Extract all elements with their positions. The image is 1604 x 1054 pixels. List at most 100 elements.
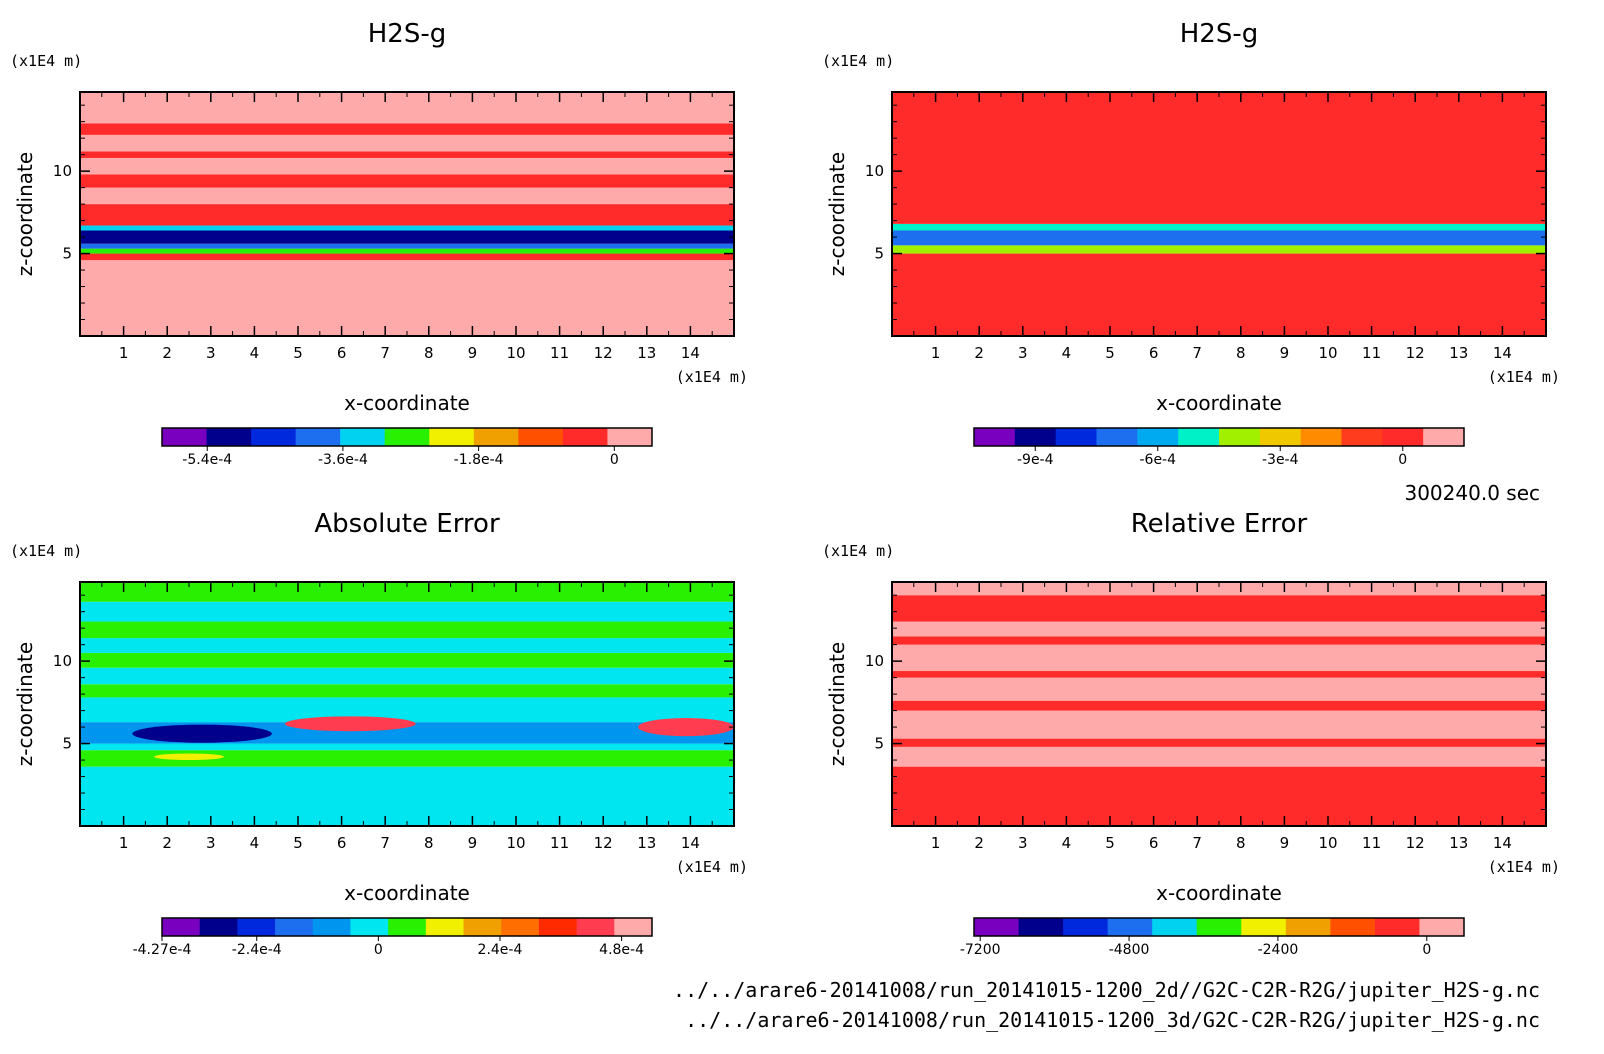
contour-band (892, 671, 1546, 678)
colorbar: -7200 -4800 -2400 0 (960, 917, 1465, 958)
x-tick-label: 14 (1493, 834, 1512, 852)
y-tick-label: 5 (62, 735, 72, 753)
contour-band (80, 260, 734, 336)
contour-band (80, 253, 734, 261)
x-tick-label: 4 (1062, 344, 1072, 362)
x-tick-label: 5 (1105, 344, 1115, 362)
x-tick-label: 11 (1362, 344, 1381, 362)
x-tick-label: 12 (1406, 834, 1425, 852)
colorbar-swatch (162, 918, 201, 936)
contour-band (80, 187, 734, 205)
x-tick-label: 11 (550, 834, 569, 852)
colorbar-swatch (1014, 428, 1057, 446)
y-axis-label: z-coordinate (825, 642, 849, 766)
colorbar-swatch (974, 918, 1020, 936)
contour-band (892, 746, 1546, 767)
y-tick-label: 5 (874, 245, 884, 263)
colorbar-swatch (1196, 918, 1242, 936)
contour-band (80, 667, 734, 685)
colorbar-swatch (237, 918, 276, 936)
colorbar-swatch (538, 918, 578, 936)
x-tick-label: 13 (1449, 834, 1468, 852)
y-unit-label: (x1E4 m) (822, 52, 894, 70)
colorbar-frame (161, 427, 653, 447)
colorbar-swatch (1055, 428, 1097, 446)
x-tick-label: 4 (1062, 834, 1072, 852)
chart-title: H2S-g (368, 19, 446, 49)
colorbar-tick-label: 4.8e-4 (599, 942, 644, 958)
colorbar-swatch (518, 428, 564, 446)
x-tick-label: 11 (550, 344, 569, 362)
colorbar-tick-label: 0 (610, 452, 619, 468)
contour-band (80, 174, 734, 188)
colorbar-tick-label: -6e-4 (1139, 452, 1176, 468)
contour-fill (80, 92, 734, 336)
colorbar-swatch (1330, 918, 1376, 936)
contour-band (892, 644, 1546, 672)
x-tick-label: 11 (1362, 834, 1381, 852)
contour-band (892, 253, 1546, 336)
contour-band (80, 697, 734, 723)
colorbar-tick-label: -9e-4 (1017, 452, 1054, 468)
contour-band (80, 621, 734, 639)
contour-band (80, 134, 734, 152)
contour-band (80, 248, 734, 254)
x-tick-label: 8 (424, 344, 434, 362)
contour-band (892, 621, 1546, 637)
colorbar-swatch (340, 428, 386, 446)
y-axis-label: z-coordinate (825, 152, 849, 276)
colorbar-swatch (350, 918, 389, 936)
colorbar-frame (161, 917, 653, 937)
contour-band (80, 92, 734, 124)
contour-blob (132, 724, 272, 743)
colorbar-swatch (562, 428, 608, 446)
contour-band (80, 225, 734, 231)
colorbar-swatch (1423, 428, 1465, 446)
colorbar-swatch (425, 918, 465, 936)
contour-band (80, 582, 734, 602)
contour-band (892, 710, 1546, 739)
x-axis-label: x-coordinate (344, 881, 470, 905)
y-tick-label: 10 (865, 162, 884, 180)
y-unit-label: (x1E4 m) (10, 542, 82, 560)
contour-band (80, 151, 734, 158)
y-tick-label: 10 (53, 162, 72, 180)
x-tick-label: 2 (162, 834, 172, 852)
x-tick-label: 7 (380, 834, 390, 852)
chart-panel-3: Absolute Error(x1E4 m)1 2 3 4 5 6 7 8 9 10 11 12 13 1… (10, 509, 748, 958)
time-label: 300240.0 sec (1404, 481, 1540, 505)
contour-band (80, 157, 734, 175)
contour-blob (638, 718, 734, 737)
contour-band (80, 766, 734, 826)
x-tick-label: 10 (1318, 834, 1337, 852)
x-unit-label: (x1E4 m) (1488, 368, 1560, 386)
colorbar-swatch (473, 428, 519, 446)
contour-band (892, 582, 1546, 596)
colorbar-swatch (275, 918, 314, 936)
contour-band (892, 677, 1546, 701)
footer-file-path-3d: ../../arare6-20141008/run_20141015-1200_… (685, 1008, 1540, 1032)
colorbar-tick-label: -2400 (1258, 942, 1299, 958)
x-tick-label: 7 (380, 344, 390, 362)
x-tick-label: 10 (506, 834, 525, 852)
colorbar-swatch (1382, 428, 1424, 446)
colorbar-swatch (1107, 918, 1153, 936)
contour-band (80, 750, 734, 767)
x-tick-label: 14 (681, 834, 700, 852)
contour-band (80, 243, 734, 249)
x-tick-label: 10 (1318, 344, 1337, 362)
y-tick-label: 5 (62, 245, 72, 263)
x-tick-label: 13 (637, 834, 656, 852)
contour-band (80, 204, 734, 226)
colorbar-tick-label: -5.4e-4 (182, 452, 232, 468)
x-tick-label: 6 (337, 344, 347, 362)
colorbar-swatch (1219, 428, 1261, 446)
x-tick-label: 9 (1280, 834, 1290, 852)
chart-title: H2S-g (1180, 19, 1258, 49)
x-tick-label: 2 (974, 344, 984, 362)
colorbar-swatch (384, 428, 430, 446)
x-tick-label: 8 (1236, 344, 1246, 362)
colorbar-swatch (295, 428, 341, 446)
contour-fill (892, 92, 1546, 336)
